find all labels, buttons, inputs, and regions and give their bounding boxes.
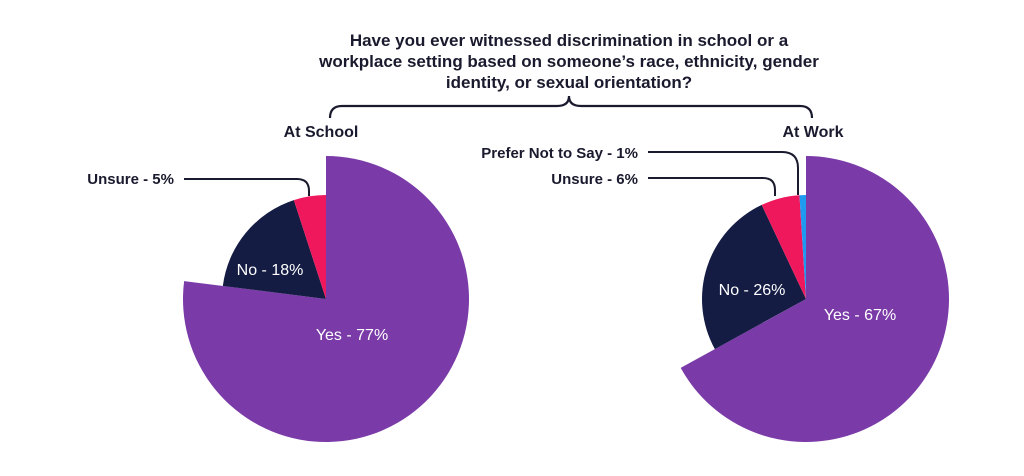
title-line-1: Have you ever witnessed discrimination i… <box>350 31 789 50</box>
pie-title-work: At Work <box>782 124 843 141</box>
inner-label-school-no: No - 18% <box>237 262 304 279</box>
title-line-2: workplace setting based on someone’s rac… <box>318 52 819 71</box>
school-slice-no <box>222 200 326 299</box>
work-slice-prefer-not-to-say <box>799 195 806 299</box>
callout-work-prefer: Prefer Not to Say - 1% <box>481 145 638 162</box>
pie-title-school: At School <box>284 124 359 141</box>
callout-line-work-prefer <box>648 151 799 195</box>
inner-label-school-yes: Yes - 77% <box>316 327 388 344</box>
school-slice-unsure <box>293 195 326 299</box>
title-bracket <box>328 95 814 119</box>
work-slice-unsure <box>761 195 806 299</box>
title-line-3: identity, or sexual orientation? <box>446 73 692 92</box>
callout-line-work-unsure <box>648 177 776 196</box>
pie-school <box>183 156 470 442</box>
callout-line-school-unsure <box>184 178 310 196</box>
work-slice-no <box>701 204 806 350</box>
school-slice-yes <box>183 156 470 442</box>
work-slice-yes <box>680 155 950 442</box>
inner-label-work-no: No - 26% <box>719 282 786 299</box>
pie-work <box>680 155 950 442</box>
callout-school-unsure: Unsure - 5% <box>87 171 174 188</box>
chart-title: Have you ever witnessed discrimination i… <box>318 31 819 92</box>
inner-label-work-yes: Yes - 67% <box>824 307 896 324</box>
callout-work-unsure: Unsure - 6% <box>551 171 638 188</box>
